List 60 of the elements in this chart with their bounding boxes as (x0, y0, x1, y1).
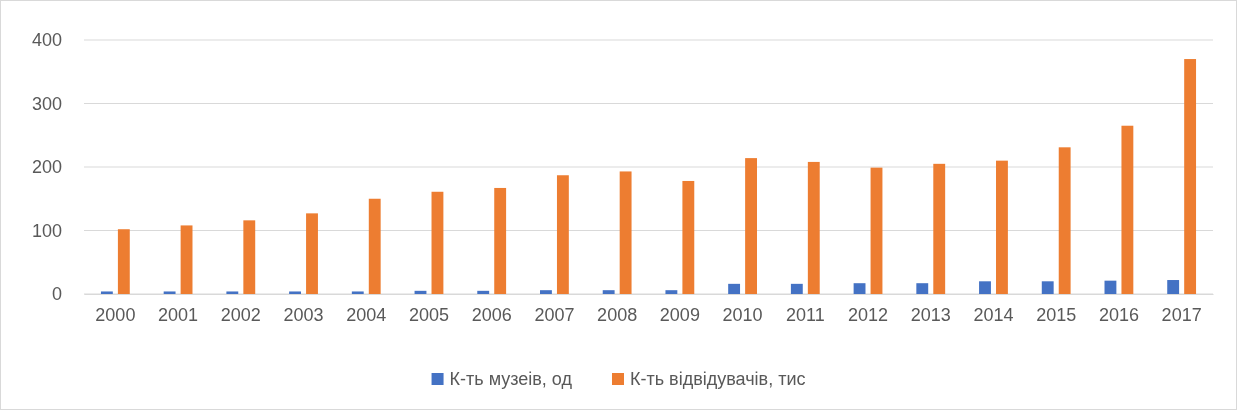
x-tick-label: 2014 (973, 304, 1014, 325)
bar (602, 290, 615, 294)
x-tick-label: 2003 (283, 304, 324, 325)
bar (1104, 280, 1117, 294)
bar (100, 291, 113, 294)
bar (728, 283, 741, 294)
bar (996, 160, 1008, 294)
bar (477, 290, 490, 294)
bar (431, 191, 444, 294)
bar (870, 167, 883, 294)
bar (933, 163, 946, 294)
bar (243, 220, 256, 294)
x-tick-label: 2015 (1036, 304, 1077, 325)
bar (368, 198, 381, 294)
x-tick-label: 2008 (597, 304, 638, 325)
x-tick-label: 2001 (158, 304, 199, 325)
bar (540, 290, 552, 294)
y-tick-label: 200 (31, 157, 62, 178)
bar (682, 180, 695, 294)
bar (163, 291, 176, 294)
bar (853, 283, 866, 294)
y-tick-label: 400 (31, 30, 62, 51)
y-tick-label: 0 (51, 284, 62, 305)
x-tick-label: 2016 (1098, 304, 1139, 325)
x-tick-label: 2009 (659, 304, 700, 325)
y-tick-label: 100 (31, 220, 62, 241)
x-tick-label: 2017 (1161, 304, 1202, 325)
bar (180, 225, 193, 294)
bar (117, 229, 130, 294)
bar (226, 291, 239, 294)
y-tick-label: 300 (31, 93, 62, 114)
bar (1058, 147, 1071, 294)
bar (289, 291, 301, 294)
bar (807, 161, 820, 294)
x-tick-label: 2010 (722, 304, 763, 325)
x-tick-label: 2006 (471, 304, 512, 325)
legend-label: К-ть відвідувачів, тис (629, 369, 806, 389)
bar (351, 291, 364, 294)
bar (916, 283, 929, 294)
bar (1041, 281, 1054, 294)
bar (556, 175, 569, 294)
bar (665, 290, 678, 294)
bar (306, 213, 318, 294)
bar (1184, 59, 1197, 294)
x-tick-label: 2012 (848, 304, 889, 325)
bar (790, 283, 803, 294)
x-tick-label: 2013 (910, 304, 951, 325)
bar (619, 171, 632, 294)
bar (1121, 125, 1134, 294)
x-tick-label: 2002 (220, 304, 261, 325)
bar (494, 187, 507, 294)
x-tick-label: 2005 (408, 304, 449, 325)
x-tick-label: 2004 (346, 304, 387, 325)
x-tick-label: 2007 (534, 304, 575, 325)
bar (1167, 280, 1180, 294)
legend-label: К-ть музеів, од (449, 369, 573, 389)
bar (745, 158, 757, 294)
x-tick-label: 2000 (95, 304, 136, 325)
x-tick-label: 2011 (785, 304, 825, 325)
bar (979, 281, 991, 294)
